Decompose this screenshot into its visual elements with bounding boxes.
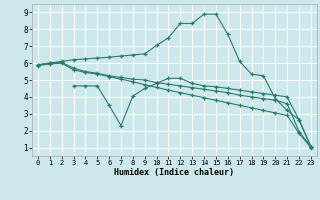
X-axis label: Humidex (Indice chaleur): Humidex (Indice chaleur) bbox=[115, 168, 234, 177]
